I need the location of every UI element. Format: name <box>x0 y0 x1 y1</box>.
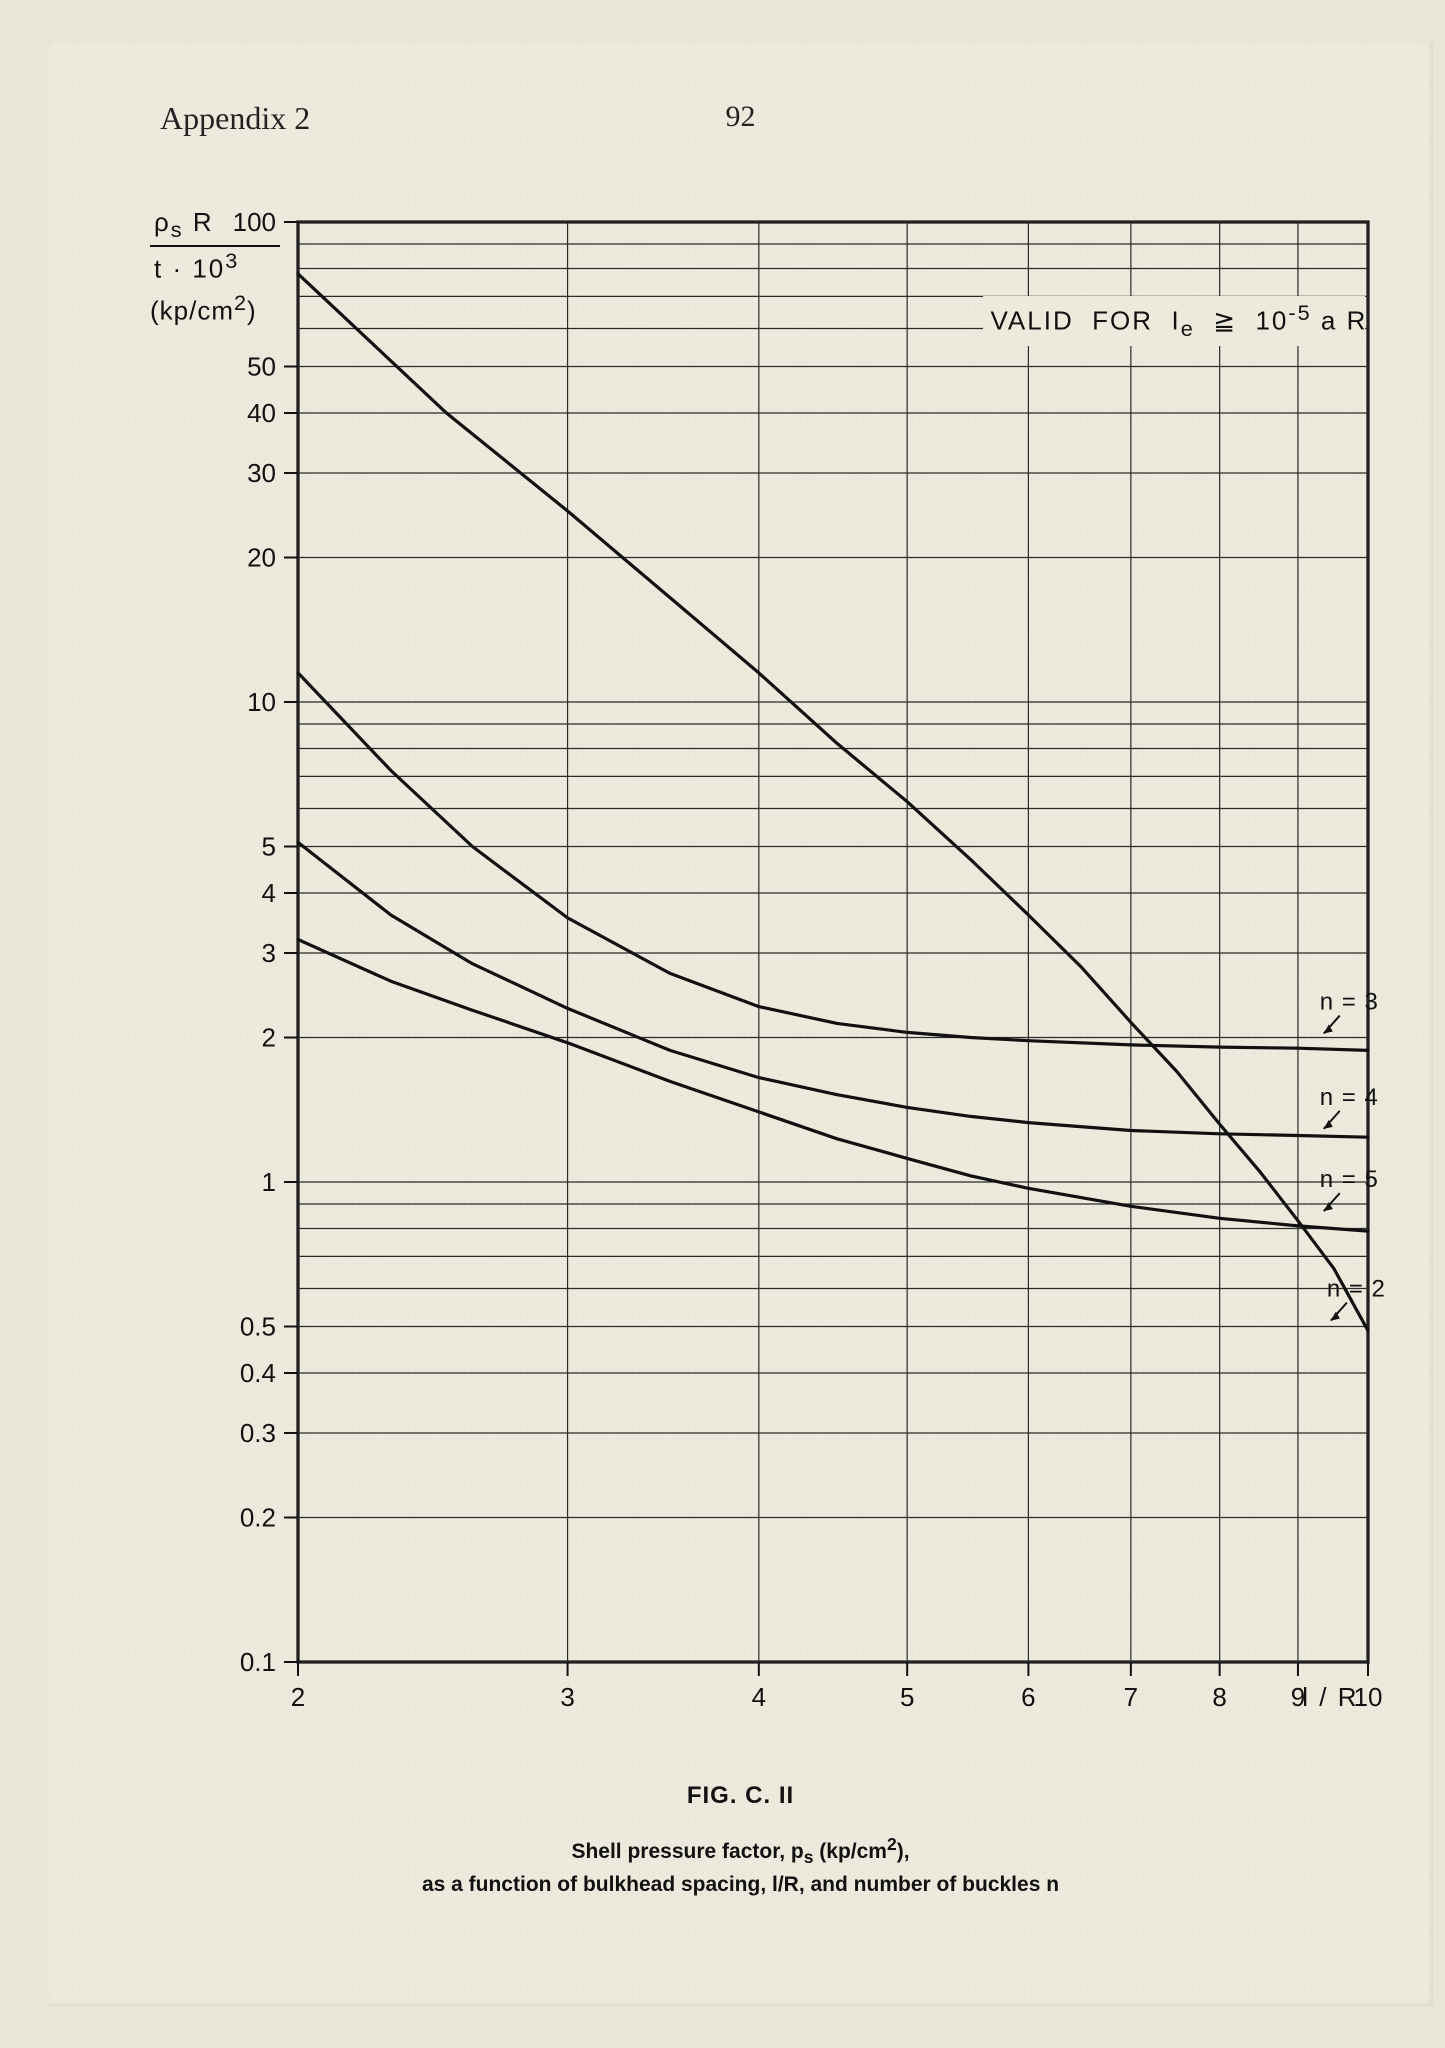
svg-text:0.1: 0.1 <box>240 1647 276 1677</box>
chart-svg: 0.10.20.30.40.51234510203040501002345678… <box>158 212 1388 1752</box>
curve-label-n=4: n = 4 <box>1320 1084 1379 1111</box>
svg-text:4: 4 <box>262 878 276 908</box>
figure-label: FIG. C. II <box>291 1782 1191 1810</box>
curve-label-n=3: n = 3 <box>1320 989 1379 1016</box>
svg-text:4: 4 <box>752 1682 766 1712</box>
curve-n=5 <box>298 940 1368 1232</box>
curve-n=3 <box>298 673 1368 1051</box>
svg-text:40: 40 <box>247 398 276 428</box>
svg-text:0.2: 0.2 <box>240 1503 276 1533</box>
svg-text:0.4: 0.4 <box>240 1358 276 1388</box>
appendix-label: Appendix 2 <box>160 100 310 137</box>
svg-text:20: 20 <box>247 543 276 573</box>
svg-text:3: 3 <box>262 938 276 968</box>
svg-text:50: 50 <box>247 351 276 381</box>
y-title-denominator: t · 103 <box>150 247 280 285</box>
curve-n=2 <box>298 274 1368 1331</box>
svg-text:0.3: 0.3 <box>240 1418 276 1448</box>
svg-text:5: 5 <box>262 831 276 861</box>
y-title-units: (kp/cm2) <box>150 291 280 327</box>
svg-text:2: 2 <box>262 1023 276 1053</box>
curve-label-n=2: n = 2 <box>1327 1276 1386 1303</box>
chart-container: ρs R t · 103 (kp/cm2) 0.10.20.30.40.5123… <box>158 212 1388 1752</box>
paper-page: Appendix 2 92 ρs R t · 103 (kp/cm2) 0.1 0… <box>48 42 1433 2006</box>
svg-text:7: 7 <box>1124 1682 1138 1712</box>
svg-text:10: 10 <box>247 687 276 717</box>
svg-text:5: 5 <box>900 1682 914 1712</box>
svg-text:30: 30 <box>247 458 276 488</box>
caption-line-1: Shell pressure factor, ps (kp/cm2), <box>291 1832 1191 1870</box>
curve-n=4 <box>298 842 1368 1137</box>
svg-text:8: 8 <box>1212 1682 1226 1712</box>
svg-text:2: 2 <box>291 1682 305 1712</box>
figure-caption: FIG. C. II Shell pressure factor, ps (kp… <box>291 1782 1191 1899</box>
validity-annotation: VALID FOR Ie ≧ 10-5 a R3 <box>983 296 1365 346</box>
svg-text:3: 3 <box>560 1682 574 1712</box>
y-title-numerator: ρs R <box>150 208 280 247</box>
curve-label-n=5: n = 5 <box>1320 1166 1379 1193</box>
svg-text:1: 1 <box>262 1167 276 1197</box>
svg-text:l / R: l / R <box>1302 1682 1358 1712</box>
svg-text:0.5: 0.5 <box>240 1311 276 1341</box>
page-number: 92 <box>726 100 756 134</box>
caption-line-2: as a function of bulkhead spacing, l/R, … <box>291 1870 1191 1899</box>
y-axis-title: ρs R t · 103 (kp/cm2) <box>150 208 280 326</box>
svg-text:6: 6 <box>1021 1682 1035 1712</box>
